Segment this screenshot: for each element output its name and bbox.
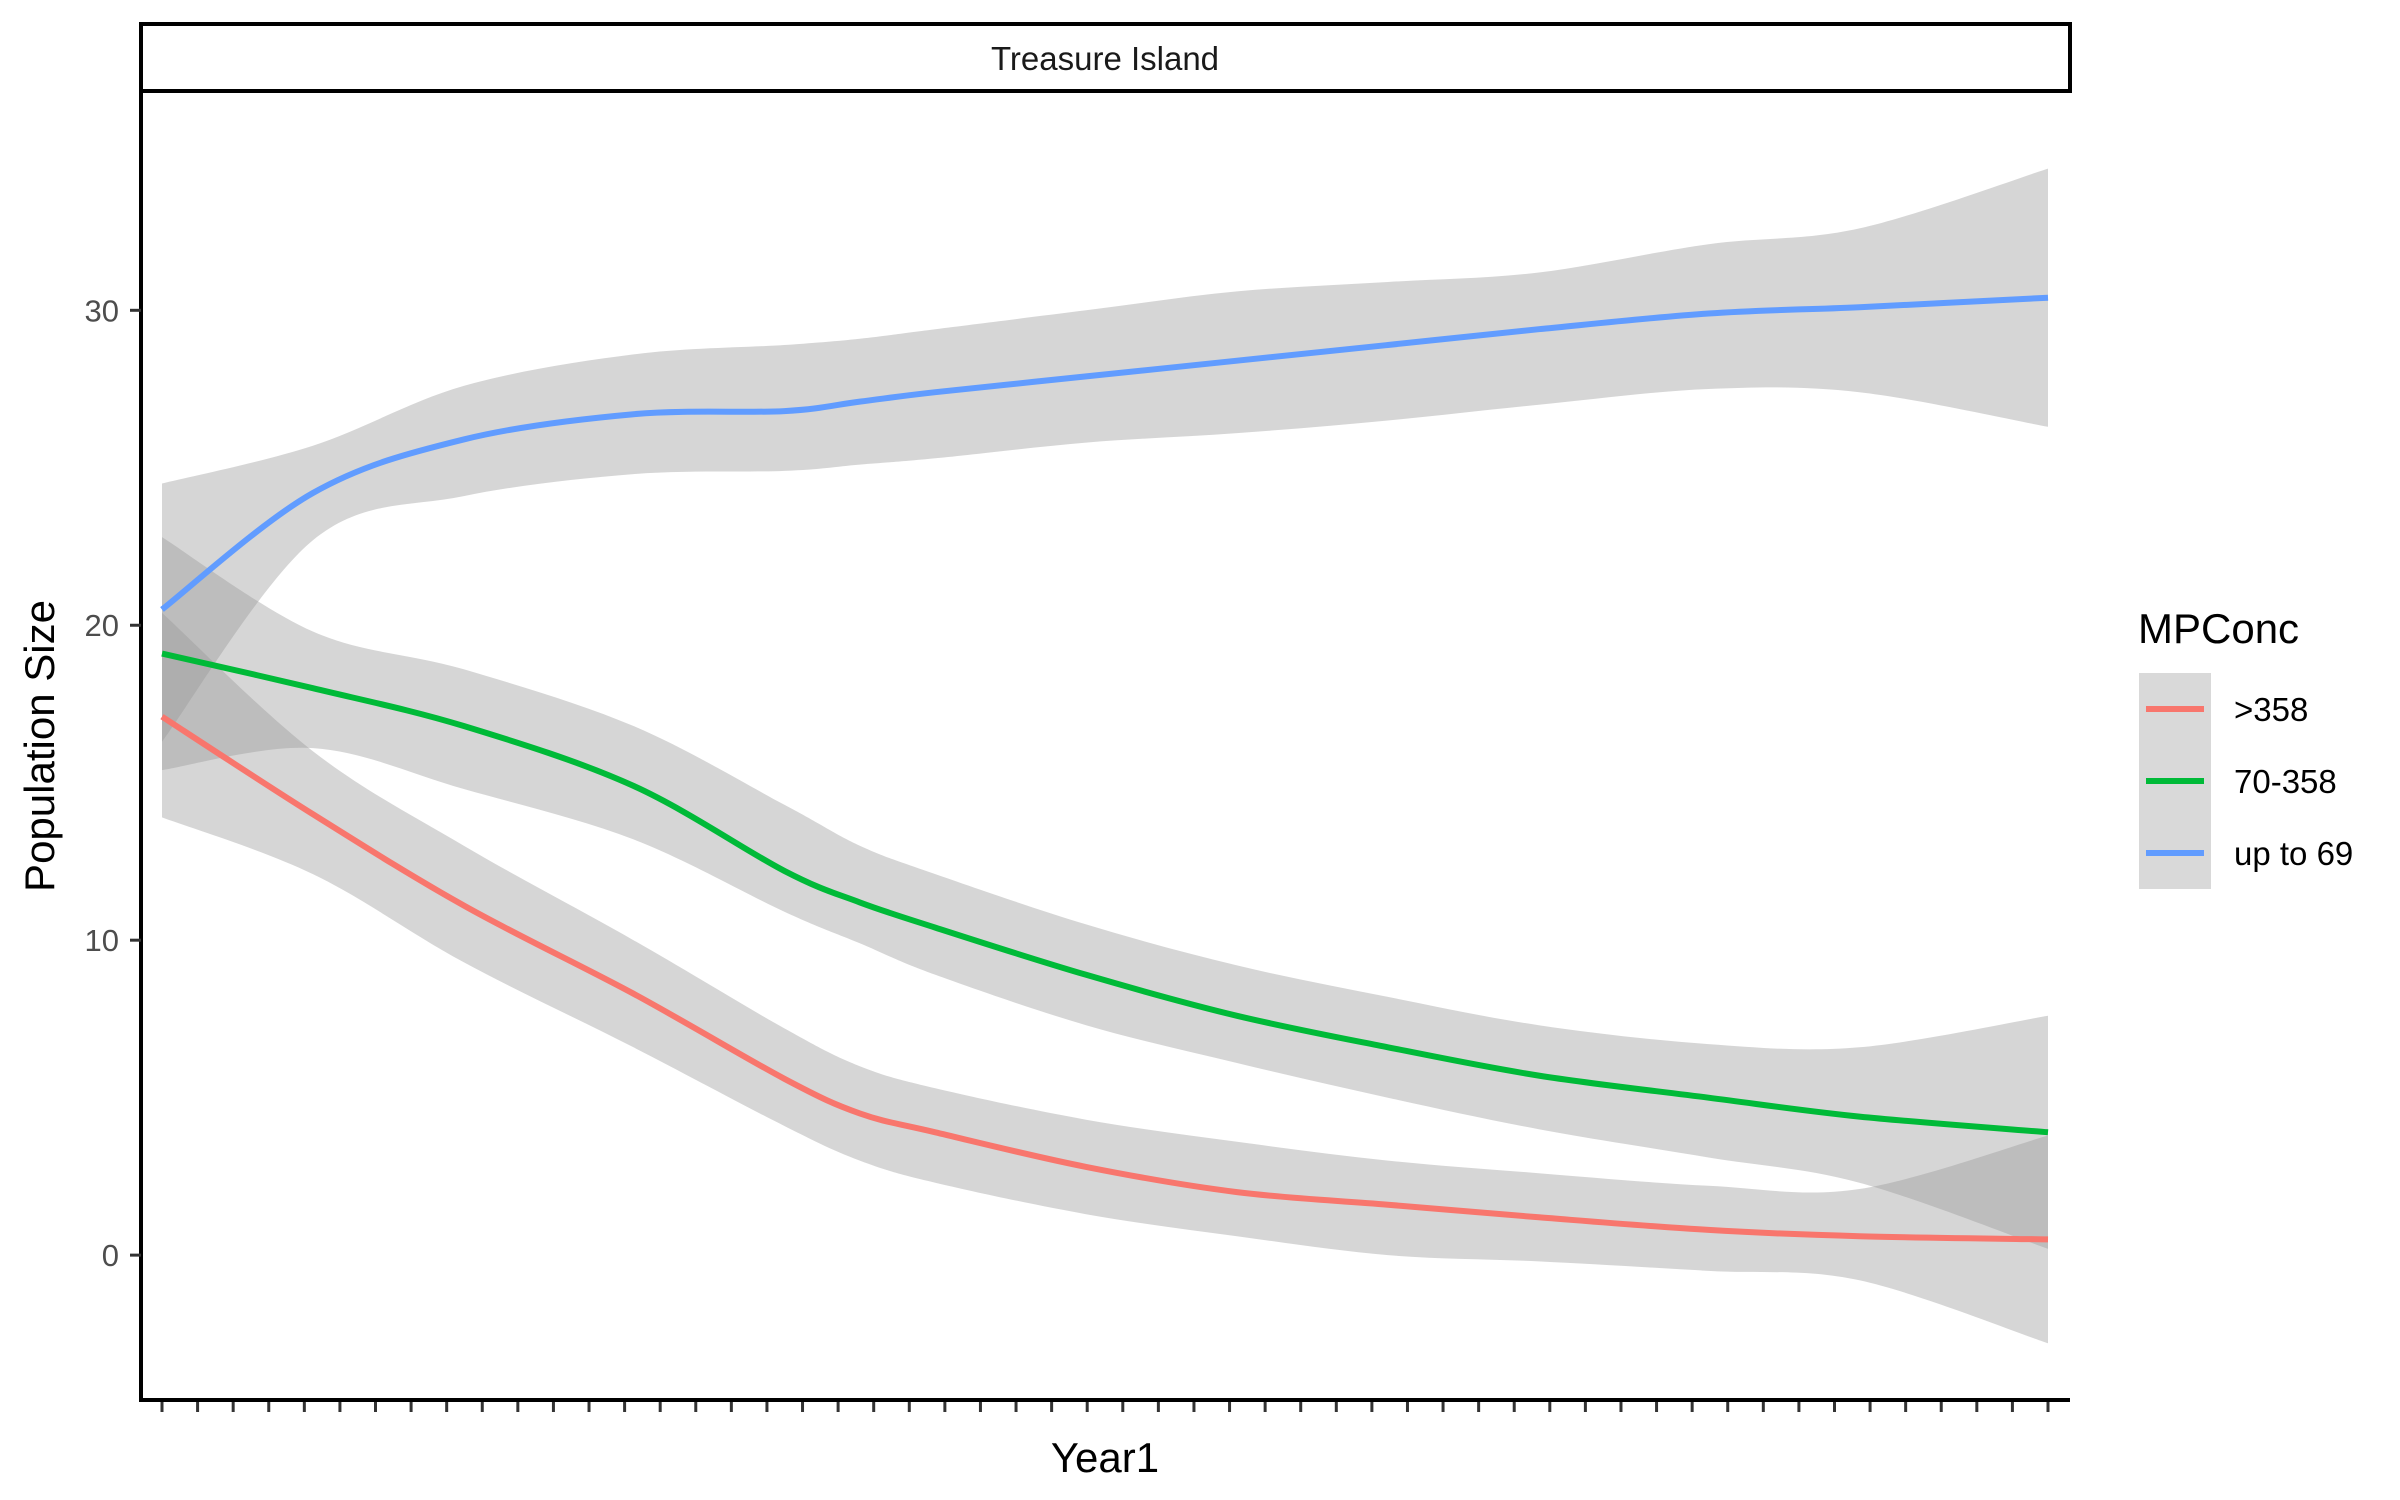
legend-label: up to 69 (2234, 835, 2353, 872)
legend: MPConc >358 70-358 up to 69 (2138, 605, 2353, 889)
legend-label: 70-358 (2234, 763, 2337, 800)
legend-title: MPConc (2138, 605, 2299, 652)
x-axis-ticks (160, 1402, 2050, 1412)
series-line-1 (161, 650, 2049, 1136)
y-axis-ticks: 0 10 20 30 (85, 293, 141, 1273)
x-axis-title: Year1 (1051, 1434, 1159, 1481)
y-tick-label: 20 (85, 608, 119, 643)
y-tick-label: 30 (85, 293, 119, 328)
confidence-band-2 (162, 168, 2048, 742)
y-tick-label: 0 (102, 1238, 119, 1273)
confidence-bands (162, 168, 2048, 1344)
series-line-0 (160, 714, 2049, 1243)
confidence-band-0 (162, 612, 2048, 1344)
series-line-2 (160, 294, 2049, 612)
facet-title: Treasure Island (991, 40, 1219, 77)
legend-label: >358 (2234, 691, 2308, 728)
y-tick-label: 10 (85, 923, 119, 958)
series-lines (160, 294, 2049, 1243)
y-axis-title: Population Size (16, 600, 63, 892)
confidence-band-1 (162, 537, 2048, 1249)
facet-strip (139, 22, 2072, 93)
legend-keys: >358 70-358 up to 69 (2139, 673, 2353, 889)
